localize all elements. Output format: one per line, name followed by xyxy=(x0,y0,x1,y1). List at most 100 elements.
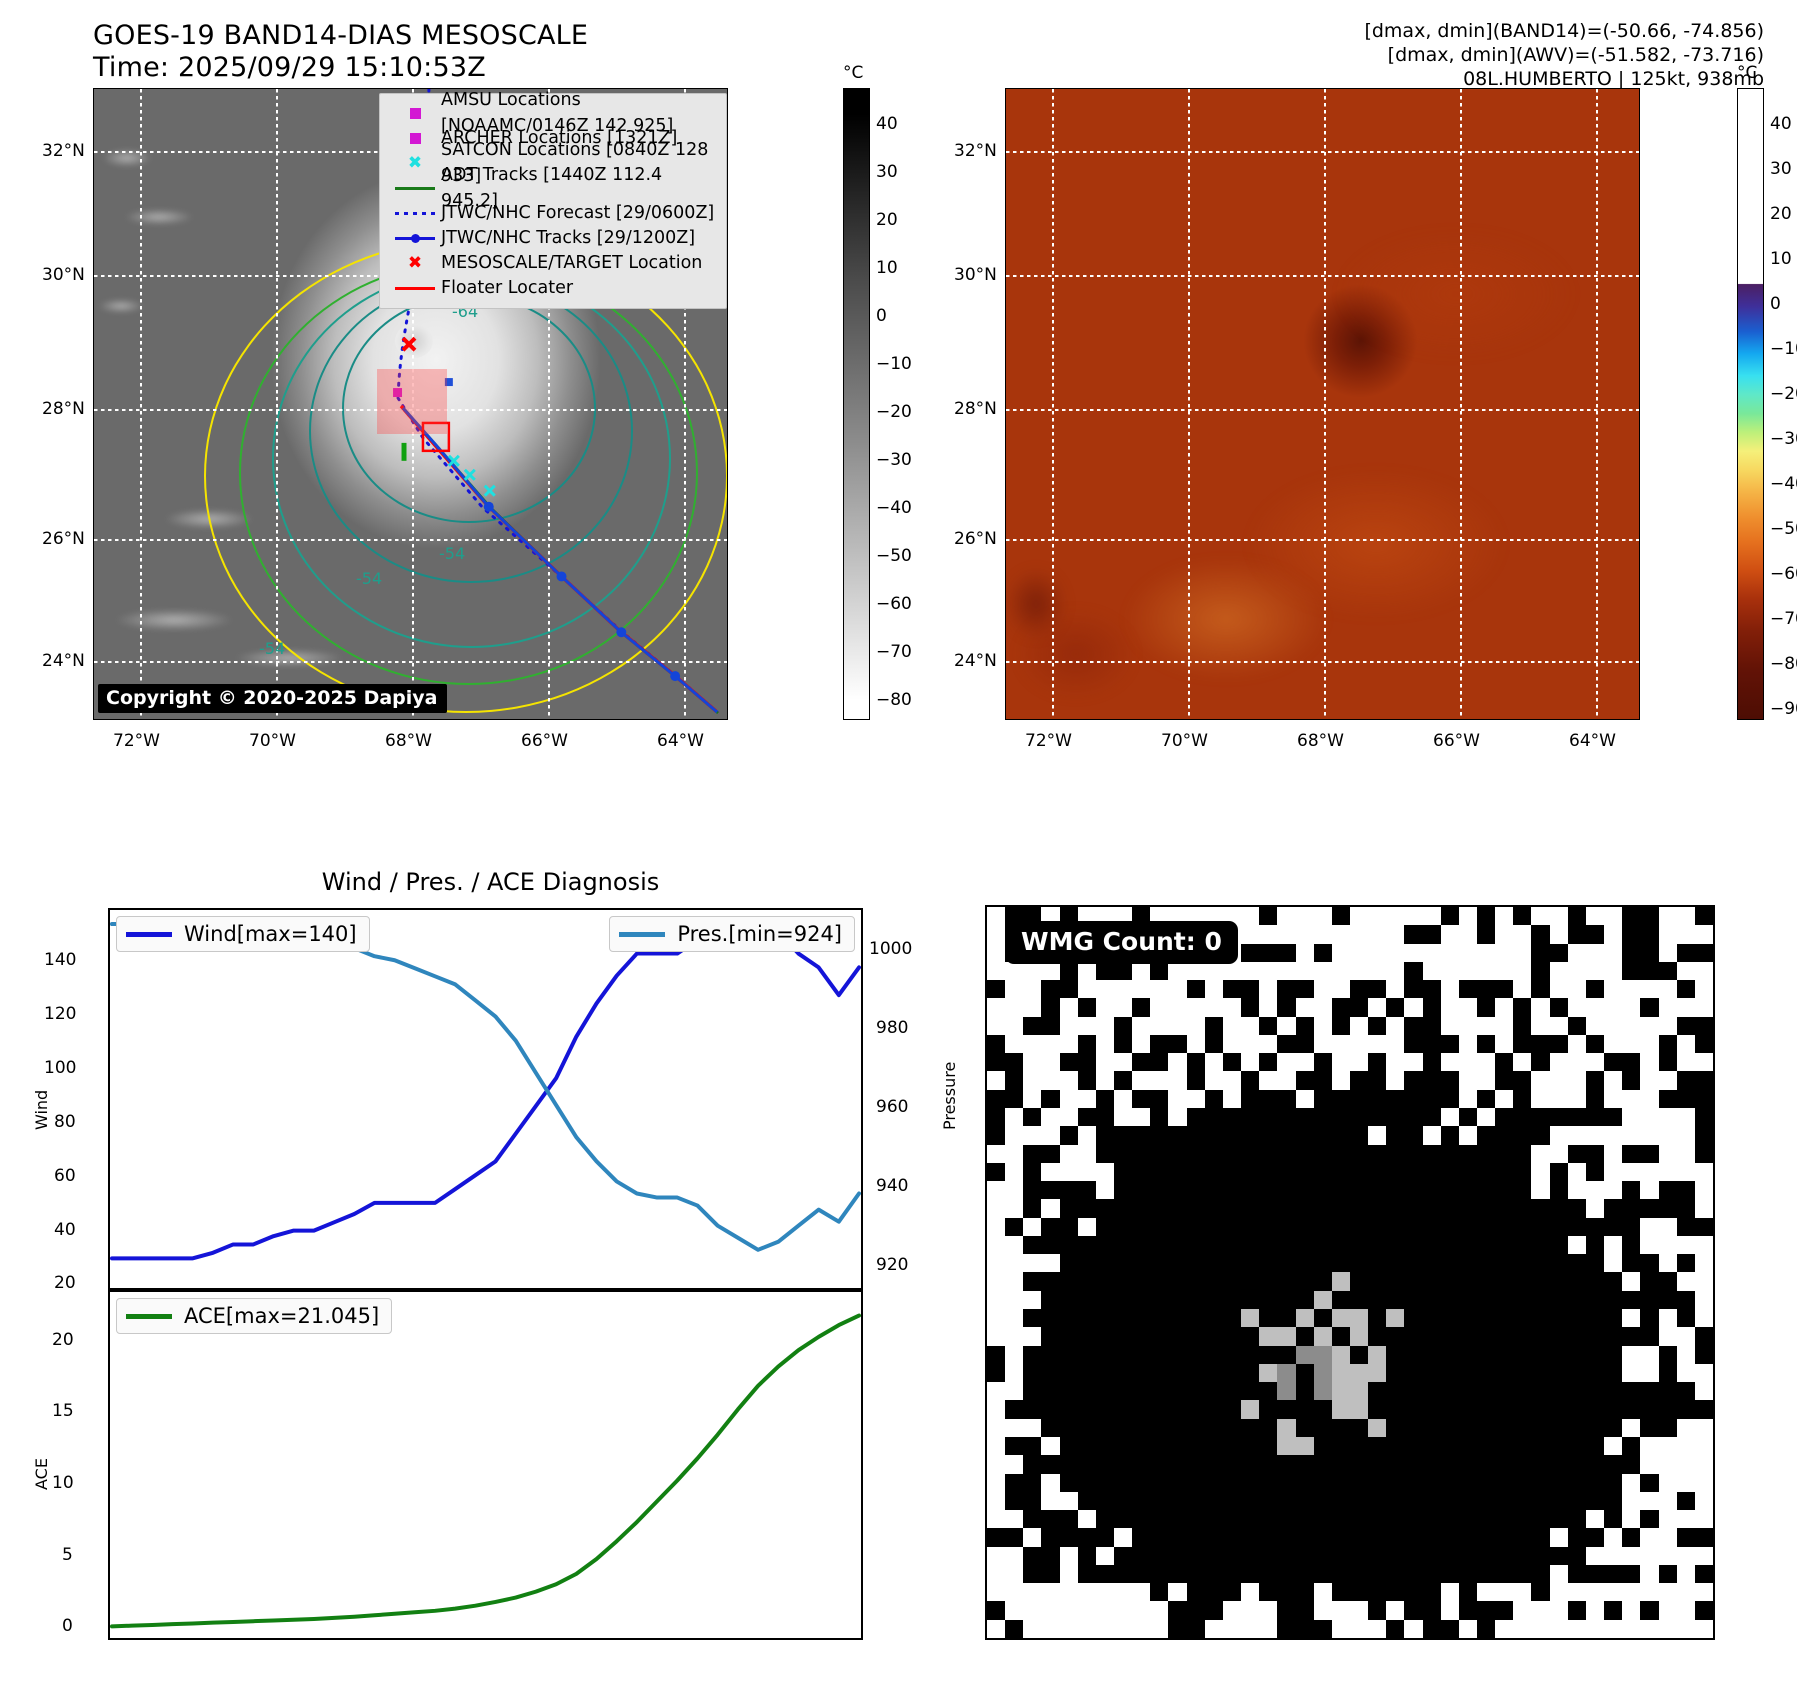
wmg-cell xyxy=(1658,1108,1677,1127)
wmg-cell xyxy=(1422,1071,1441,1090)
wmg-cell xyxy=(1368,961,1387,981)
wmg-cell xyxy=(1440,1071,1459,1090)
wmg-cell xyxy=(1168,1491,1187,1511)
wmg-cell xyxy=(1622,1016,1641,1035)
wmg-cell xyxy=(1204,1491,1223,1511)
lon-tick-left: 70°W xyxy=(249,731,296,751)
wmg-cell xyxy=(1277,1144,1296,1163)
wmg-cell xyxy=(1023,980,1042,999)
wmg-cell xyxy=(1114,1126,1133,1145)
wmg-cell xyxy=(1259,943,1278,962)
wmg-cell xyxy=(1386,961,1405,981)
wmg-cell xyxy=(1295,1564,1314,1584)
wmg-cell xyxy=(1694,1071,1713,1090)
wmg-cell xyxy=(1168,1455,1187,1474)
colorbar-right-tick: −70 xyxy=(1770,609,1797,629)
wmg-cell xyxy=(1404,1217,1423,1236)
wmg-cell xyxy=(1222,1327,1242,1346)
ace-chart[interactable]: ACE[max=21.045] xyxy=(108,1290,863,1640)
wmg-cell xyxy=(1150,1235,1169,1255)
wind-pressure-chart[interactable]: Wind[max=140] Pres.[min=924] xyxy=(108,908,863,1290)
wmg-cell xyxy=(1477,980,1496,999)
wmg-cell xyxy=(1023,1601,1042,1620)
wmg-cell xyxy=(1186,1619,1205,1638)
wmg-cell xyxy=(1259,1583,1278,1602)
wmg-cell xyxy=(1567,1418,1586,1437)
wmg-cell xyxy=(1059,1363,1078,1383)
wmg-cell xyxy=(1386,907,1405,926)
legend-wind[interactable]: Wind[max=140] xyxy=(116,916,370,952)
wmg-cell xyxy=(1295,998,1314,1017)
wmg-cell xyxy=(1404,925,1423,944)
wmg-cell xyxy=(1095,1473,1115,1492)
wmg-cell xyxy=(1331,1546,1350,1565)
wmg-cell xyxy=(1313,1272,1332,1291)
wmg-cell xyxy=(1640,1473,1659,1492)
wmg-cell xyxy=(1313,925,1332,944)
wmg-cell xyxy=(1204,1583,1223,1602)
wmg-cell xyxy=(1368,1528,1387,1547)
wmg-cell xyxy=(1567,1309,1586,1328)
wmg-cell xyxy=(1168,1528,1187,1547)
wmg-cell xyxy=(1404,1199,1423,1218)
wmg-cell xyxy=(1622,1126,1641,1145)
wmg-cell xyxy=(1059,1089,1078,1109)
wmg-cell xyxy=(1404,1345,1423,1364)
wmg-cell xyxy=(1676,1089,1695,1109)
wmg-cell xyxy=(1477,943,1496,962)
wmg-cell xyxy=(1041,1546,1060,1565)
wmg-cell xyxy=(1658,1619,1677,1638)
wmg-cell xyxy=(1440,1601,1459,1620)
wmg-cell xyxy=(1386,980,1405,999)
wmg-cell xyxy=(1440,925,1459,944)
wmg-cell xyxy=(1331,1089,1350,1109)
lat-tick-right: 26°N xyxy=(954,529,997,549)
ir-grayscale-map[interactable]: -54 -64 -54 -54 AMSU Locations [NOAAMC/0… xyxy=(93,88,728,720)
wmg-cell xyxy=(1604,1126,1623,1145)
wmg-cell xyxy=(1204,1418,1223,1437)
wmg-cell xyxy=(1241,1528,1260,1547)
wmg-cell xyxy=(1132,1309,1151,1328)
wmg-cell xyxy=(1477,1162,1496,1182)
wmg-cell xyxy=(1023,1235,1042,1255)
wmg-cell xyxy=(1513,1473,1532,1492)
wmg-cell xyxy=(1404,961,1423,981)
wmg-cell xyxy=(1495,1510,1514,1529)
wmg-cell xyxy=(1349,943,1369,962)
wmg-cell xyxy=(1349,1181,1369,1200)
wmg-cell xyxy=(1368,1290,1387,1310)
wmg-cell xyxy=(1041,1199,1060,1218)
wmg-cell xyxy=(1005,1071,1024,1090)
wmg-cell xyxy=(1349,1034,1369,1054)
wmg-cell xyxy=(1023,1583,1042,1602)
wmg-cell xyxy=(1368,998,1387,1017)
wmg-cell xyxy=(1349,1089,1369,1109)
wmg-cell xyxy=(1349,907,1369,926)
wmg-cell xyxy=(1186,1034,1205,1054)
wmg-cell xyxy=(1585,943,1605,962)
wmg-cell xyxy=(1549,907,1568,926)
wmg-cell xyxy=(1477,1345,1496,1364)
legend-ace[interactable]: ACE[max=21.045] xyxy=(116,1298,393,1334)
wmg-cell xyxy=(1041,1327,1060,1346)
wmg-cell xyxy=(1585,1418,1605,1437)
wmg-cell xyxy=(1186,1528,1205,1547)
wmg-cell xyxy=(1422,1108,1441,1127)
colorbar-right-tick: 20 xyxy=(1770,204,1792,224)
wmg-cell xyxy=(1005,1528,1024,1547)
wmg-cell xyxy=(1386,1126,1405,1145)
wmg-cell xyxy=(1368,907,1387,926)
legend-pressure[interactable]: Pres.[min=924] xyxy=(609,916,855,952)
wmg-panel[interactable]: WMG Count: 0 xyxy=(985,905,1715,1640)
wmg-cell xyxy=(1513,1272,1532,1291)
contour-label: -54 xyxy=(259,639,286,658)
wmg-cell xyxy=(1331,1053,1350,1072)
wmg-cell xyxy=(1241,1382,1260,1401)
wmg-cell xyxy=(1349,1382,1369,1401)
ir-enhanced-map[interactable] xyxy=(1005,88,1640,720)
wmg-cell xyxy=(1005,1217,1024,1236)
wmg-cell xyxy=(1331,1473,1350,1492)
wmg-cell xyxy=(1440,907,1459,926)
wmg-cell xyxy=(1005,1181,1024,1200)
wmg-cell xyxy=(1349,1217,1369,1236)
